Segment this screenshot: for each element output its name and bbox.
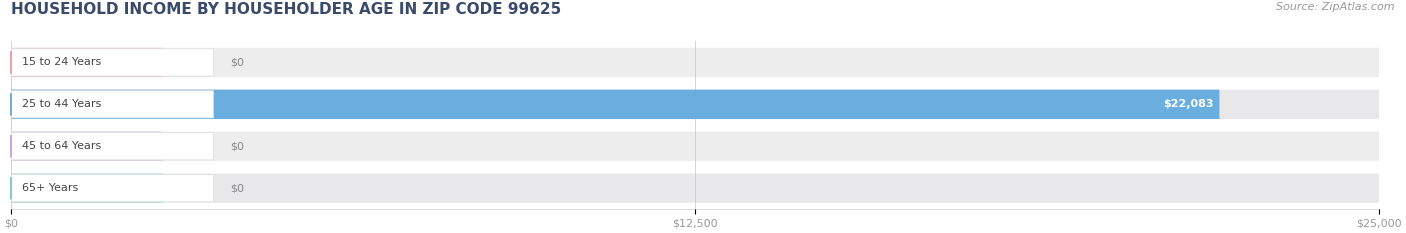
FancyBboxPatch shape (11, 48, 163, 77)
Text: 45 to 64 Years: 45 to 64 Years (22, 141, 101, 151)
Text: $0: $0 (231, 141, 245, 151)
Text: Source: ZipAtlas.com: Source: ZipAtlas.com (1277, 2, 1395, 12)
FancyBboxPatch shape (11, 132, 1379, 161)
FancyBboxPatch shape (11, 133, 214, 160)
FancyBboxPatch shape (11, 49, 214, 76)
Text: HOUSEHOLD INCOME BY HOUSEHOLDER AGE IN ZIP CODE 99625: HOUSEHOLD INCOME BY HOUSEHOLDER AGE IN Z… (11, 2, 561, 17)
FancyBboxPatch shape (11, 174, 163, 203)
Text: 25 to 44 Years: 25 to 44 Years (22, 99, 101, 109)
Text: 15 to 24 Years: 15 to 24 Years (22, 57, 101, 67)
Text: $0: $0 (231, 57, 245, 67)
FancyBboxPatch shape (11, 90, 1379, 119)
FancyBboxPatch shape (11, 174, 1379, 203)
Text: $22,083: $22,083 (1163, 99, 1213, 109)
FancyBboxPatch shape (11, 91, 214, 118)
FancyBboxPatch shape (11, 175, 214, 202)
FancyBboxPatch shape (11, 90, 1219, 119)
FancyBboxPatch shape (11, 132, 163, 161)
Text: $0: $0 (231, 183, 245, 193)
Text: 65+ Years: 65+ Years (22, 183, 79, 193)
FancyBboxPatch shape (11, 48, 1379, 77)
